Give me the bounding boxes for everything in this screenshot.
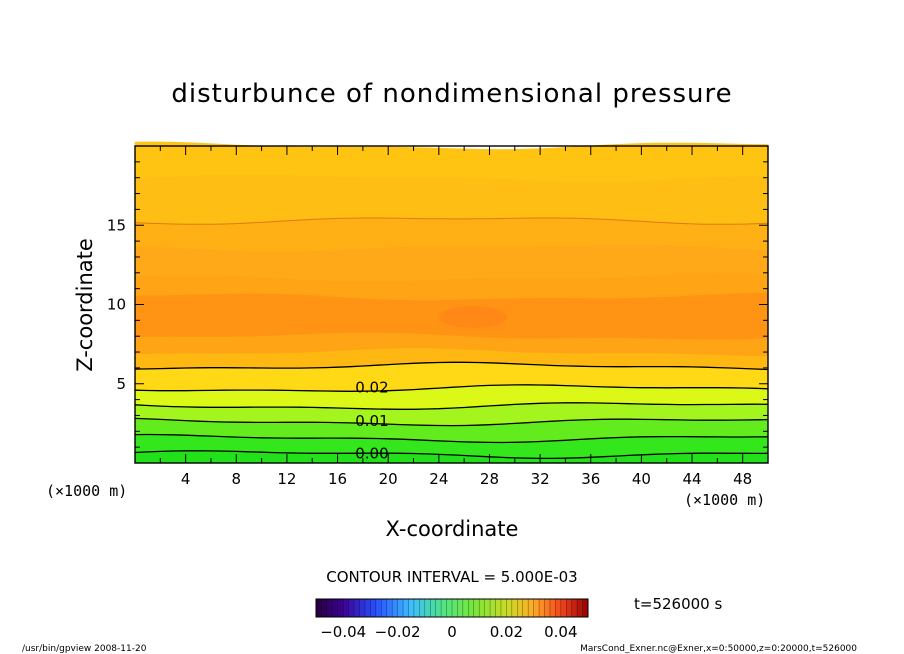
x-axis-ticks: 4 8 12 16 20 24 28 32 36 40 44 48: [159, 146, 769, 488]
x-tick-label-0: 4: [181, 470, 191, 488]
x-tick-label-8: 36: [581, 470, 600, 488]
contour-line-4: [134, 384, 769, 392]
time-label: t=526000 s: [634, 595, 722, 613]
contour-label-2: 0.00: [355, 444, 388, 462]
footer-right: MarsCond_Exner.nc@Exner,x=0:50000,z=0:20…: [580, 644, 857, 654]
y-tick-label-2: 15: [107, 216, 126, 234]
x-tick-label-3: 16: [328, 470, 347, 488]
x-tick-label-7: 32: [531, 470, 550, 488]
x-tick-label-11: 48: [733, 470, 752, 488]
contour-band-12: [134, 173, 769, 225]
contour-line-3: [134, 402, 769, 410]
x-tick-label-4: 20: [379, 470, 398, 488]
contour-line-1: [134, 433, 769, 444]
contour-interval-text: CONTOUR INTERVAL = 5.000E-03: [326, 568, 577, 586]
y-tick-label-1: 10: [107, 296, 126, 314]
colorbar-tick-2: 0: [447, 623, 457, 641]
footer-left: /usr/bin/gpview 2008-11-20: [22, 644, 147, 654]
x-unit-label-right: (×1000 m): [684, 491, 765, 509]
x-tick-label-6: 28: [480, 470, 499, 488]
y-axis-label: Z-coordinate: [73, 238, 97, 372]
colorbar: [315, 598, 589, 618]
x-tick-label-5: 24: [429, 470, 448, 488]
chart-title: disturbunce of nondimensional pressure: [171, 79, 732, 109]
contour-label-0: 0.02: [355, 379, 388, 397]
y-axis-ticks: 5 10 15: [107, 161, 768, 448]
filled-contour-bands: [134, 141, 769, 464]
pressure-anomaly-blob: [439, 306, 507, 328]
x-axis-label: X-coordinate: [386, 517, 519, 541]
x-tick-label-2: 12: [277, 470, 296, 488]
contour-lines: [134, 217, 769, 460]
contour-line-2: [134, 417, 769, 427]
colorbar-tick-labels: −0.04 −0.02 0 0.02 0.04: [320, 623, 577, 641]
plot-area: 0.020.010.00 4 8 12 16 20 24 28 32 36 40 44 48 5101…: [107, 141, 769, 488]
colorbar-tick-0: −0.04: [320, 623, 366, 641]
colorbar-tick-1: −0.02: [375, 623, 421, 641]
contour-line-6: [134, 217, 769, 225]
contour-labels: 0.02 0.01 0.00: [355, 379, 388, 463]
contour-label-1: 0.01: [355, 412, 388, 430]
colorbar-tick-3: 0.02: [490, 623, 523, 641]
y-tick-label-0: 5: [116, 375, 126, 393]
x-tick-label-10: 44: [682, 470, 701, 488]
x-tick-label-9: 40: [632, 470, 651, 488]
x-unit-label-left: (×1000 m): [46, 482, 127, 500]
contour-line-5: [134, 361, 769, 371]
colorbar-tick-4: 0.04: [544, 623, 577, 641]
x-tick-label-1: 8: [232, 470, 242, 488]
contour-line-0: [134, 450, 769, 460]
